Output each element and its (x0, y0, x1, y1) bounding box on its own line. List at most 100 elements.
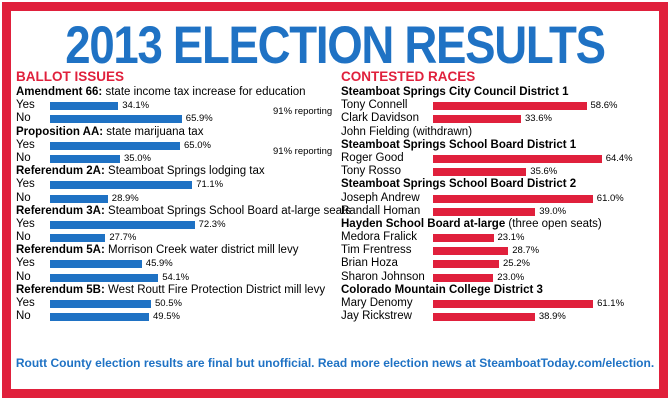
result-row: Tim Frentress 28.7% (341, 244, 657, 257)
percent-label: 27.7% (109, 232, 137, 244)
row-label: Tony Rosso (341, 165, 402, 178)
result-row: Tony Connell 58.6% (341, 99, 657, 112)
percent-label: 61.0% (596, 192, 624, 204)
group-title: Steamboat Springs School Board District … (341, 139, 657, 152)
row-label: Randall Homan (341, 204, 421, 217)
group-description: state income tax increase for education (102, 86, 306, 98)
result-row: Yes 45.9% (16, 257, 336, 270)
footer-note: Routt County election results are final … (15, 356, 655, 370)
percent-label: 65.9% (185, 113, 213, 125)
result-row: Mary Denomy 61.1% (341, 297, 657, 310)
percent-label: 33.6% (525, 113, 552, 125)
result-bar (50, 102, 119, 111)
result-row: Yes 50.5% (16, 297, 336, 310)
percent-label: 25.2% (503, 258, 530, 270)
result-row: No 49.5% (16, 310, 336, 323)
result-bar (50, 181, 193, 190)
result-bar (50, 273, 159, 282)
percent-label: 28.9% (111, 192, 139, 204)
row-label: Yes (16, 297, 35, 309)
result-bar (50, 300, 151, 308)
result-row: Yes 72.3% (16, 218, 336, 231)
row-label: Roger Good (341, 151, 404, 164)
group-description: Morrison Creek water district mill levy (104, 244, 299, 257)
row-label: John Fielding (withdrawn) (341, 125, 473, 138)
result-row: Jay Rickstrew 38.9% (341, 310, 657, 323)
group-name: Referendum 3A: (16, 204, 105, 217)
result-row: Randall Homan 39.0% (341, 205, 657, 218)
group-name: Referendum 5B: (16, 283, 105, 296)
percent-label: 49.5% (153, 311, 180, 323)
row-label: Tim Frentress (341, 244, 412, 257)
page-title: 2013 ELECTION RESULTS (65, 16, 606, 75)
group-name: Steamboat Springs School Board District … (341, 138, 577, 151)
result-bar (433, 194, 593, 203)
result-bar (433, 313, 535, 322)
row-label: Tony Connell (341, 99, 408, 112)
percent-label: 45.9% (145, 258, 173, 270)
group-name: Steamboat Springs School Board District … (341, 178, 577, 191)
group-title: Referendum 5B: West Routt Fire Protectio… (16, 284, 336, 297)
result-row: Roger Good 64.4% (341, 152, 657, 165)
row-label: Joseph Andrew (341, 191, 420, 204)
percent-label: 64.4% (605, 152, 633, 164)
group-title: Referendum 5A: Morrison Creek water dist… (16, 244, 336, 257)
result-bar (50, 220, 195, 229)
row-label: Yes (16, 138, 35, 151)
group-description: (three open seats) (505, 217, 602, 230)
result-row: Medora Fralick 23.1% (341, 231, 657, 244)
percent-label: 65.0% (184, 139, 211, 151)
group-title: Amendment 66: state income tax increase … (16, 86, 336, 99)
contested-races-chart: Steamboat Springs City Council District … (341, 86, 657, 323)
row-label: No (16, 231, 31, 244)
result-bar (433, 300, 594, 308)
percent-label: 35.0% (124, 152, 151, 164)
result-row: Joseph Andrew 61.0% (341, 192, 657, 205)
group-name: Hayden School Board at-large (341, 217, 506, 230)
row-label: Mary Denomy (341, 297, 413, 309)
result-bar (50, 141, 180, 150)
result-row: Tony Rosso 35.6% (341, 165, 657, 178)
ballot-issues-heading: BALLOT ISSUES (16, 69, 125, 84)
group-title: Referendum 2A: Steamboat Springs lodging… (16, 165, 336, 178)
row-label: No (16, 270, 31, 283)
reporting-note: 91% reporting (273, 106, 333, 118)
result-row: No 28.9% (16, 192, 336, 205)
row-label: No (16, 151, 31, 164)
percent-label: 28.7% (512, 245, 540, 257)
result-bar (433, 154, 602, 163)
contested-races-heading: CONTESTED RACES (341, 69, 476, 84)
result-bar (50, 234, 106, 243)
result-bar (433, 102, 587, 111)
group-name: Proposition AA: (16, 125, 104, 138)
row-label: No (16, 112, 31, 125)
result-row: Brian Hoza 25.2% (341, 257, 657, 270)
row-label: No (16, 310, 31, 323)
row-label: Sharon Johnson (341, 270, 425, 283)
percent-label: 23.0% (497, 271, 525, 283)
result-row: Yes 65.0% (16, 139, 336, 152)
row-label: Yes (16, 257, 35, 270)
result-row: No 65.9% 91% reporting (16, 106, 336, 125)
percent-label: 39.0% (539, 205, 567, 217)
row-label: Brian Hoza (341, 257, 398, 270)
row-label: Jay Rickstrew (341, 310, 412, 323)
group-description: state marijuana tax (103, 125, 204, 138)
group-name: Referendum 5A: (16, 244, 105, 257)
result-bar (433, 260, 499, 269)
group-title: Steamboat Springs School Board District … (341, 178, 657, 191)
percent-label: 58.6% (590, 100, 618, 112)
result-row: No 35.0% 91% reporting (16, 146, 336, 165)
result-row: Clark Davidson 33.6% (341, 112, 657, 125)
result-bar (50, 115, 182, 124)
percent-label: 71.1% (196, 179, 224, 191)
percent-label: 54.1% (162, 271, 190, 283)
group-name: Amendment 66: (16, 86, 103, 98)
reporting-note: 91% reporting (273, 145, 333, 157)
group-description: West Routt Fire Protection District mill… (104, 283, 326, 296)
result-row: Yes 34.1% (16, 99, 336, 112)
result-row: John Fielding (withdrawn) (341, 126, 657, 139)
result-bar (433, 115, 521, 124)
result-bar (433, 207, 536, 216)
